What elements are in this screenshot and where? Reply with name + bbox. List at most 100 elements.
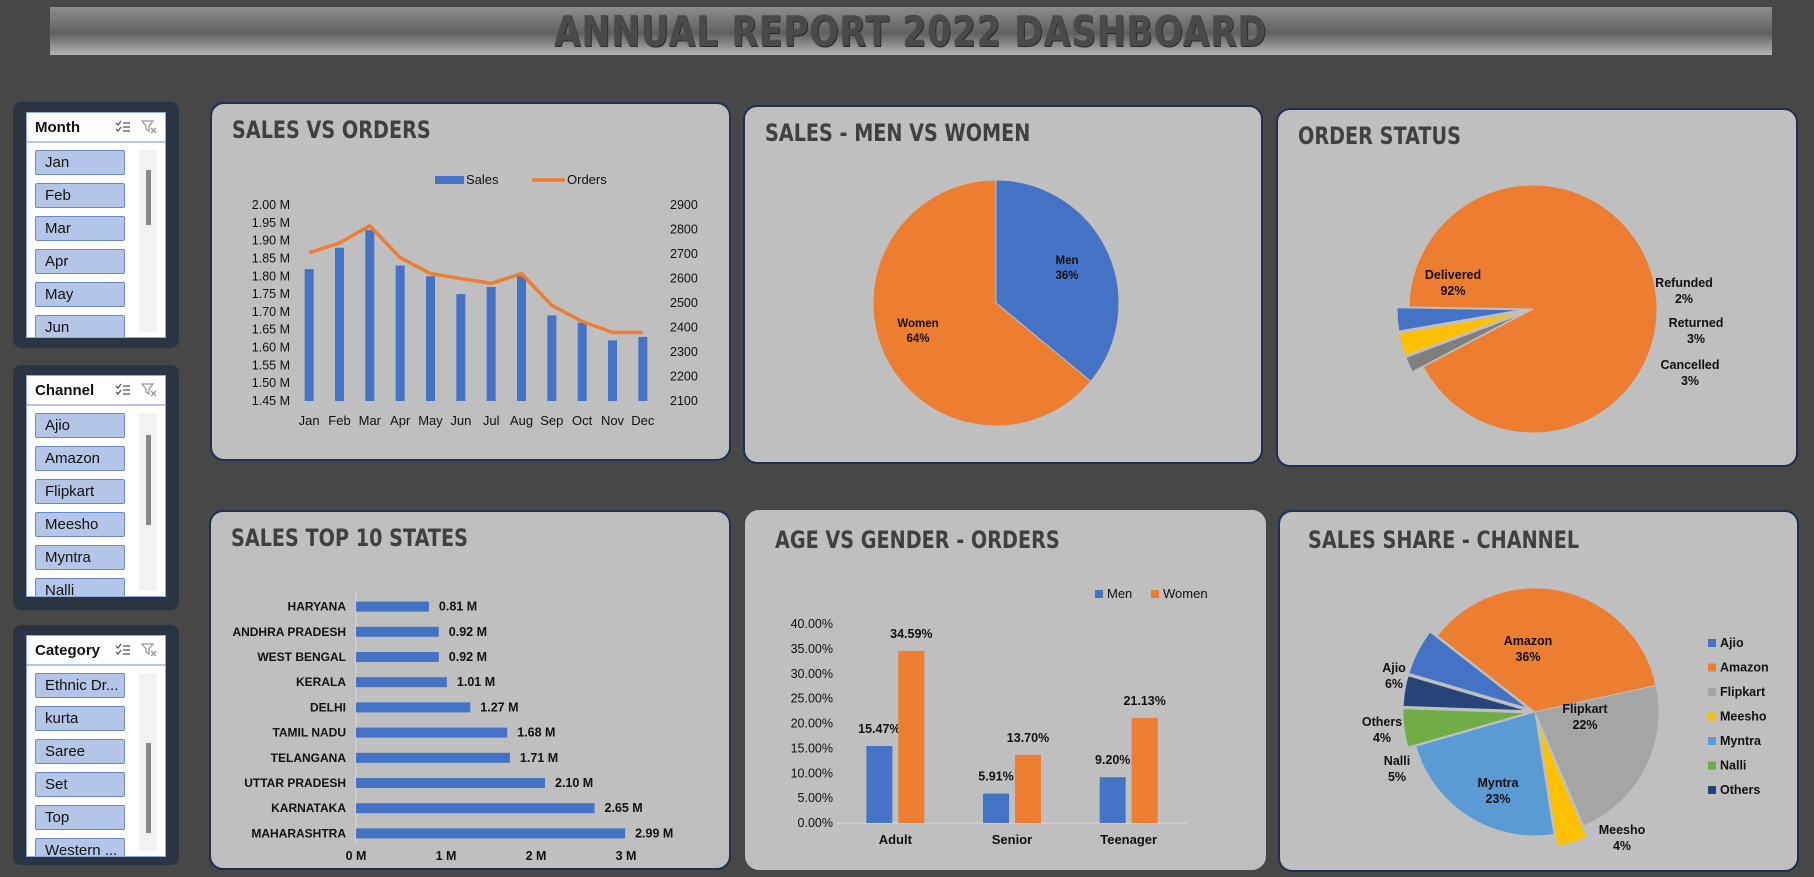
slicer-item-mar[interactable]: Mar (35, 216, 125, 241)
pie-slice-others (1402, 675, 1528, 712)
category-slicer: Category Ethnic Dr... kurta Saree Set To… (26, 635, 166, 857)
slicer-item-meesho[interactable]: Meesho (35, 512, 125, 537)
slice-pct-flipkart: 22% (1572, 718, 1597, 732)
y2-tick-label: 2600 (670, 272, 698, 286)
category-label-west-bengal: WEST BENGAL (257, 650, 346, 664)
sales-share-channel-title: SALES SHARE - CHANNEL (1308, 526, 1580, 554)
x-tick-label-oct: Oct (572, 413, 593, 428)
order-status-title: ORDER STATUS (1298, 122, 1461, 150)
slicer-item-jun[interactable]: Jun (35, 315, 125, 337)
slice-pct-cancelled: 3% (1681, 374, 1699, 388)
x-tick-label: 1 M (436, 849, 457, 863)
legend-label-nalli: Nalli (1720, 759, 1746, 773)
y2-tick-label: 2100 (670, 394, 698, 408)
month-slicer: Month Jan Feb Mar Apr May Jun (26, 112, 166, 338)
legend-swatch-flipkart (1708, 688, 1716, 696)
bar-haryana (356, 601, 429, 612)
legend-label-sales: Sales (466, 172, 499, 187)
legend-label-women: Women (1163, 586, 1208, 601)
slicer-item-feb[interactable]: Feb (35, 183, 125, 208)
bar-sales-feb (335, 247, 344, 401)
slicer-item-apr[interactable]: Apr (35, 249, 125, 274)
bar-telangana (356, 752, 510, 763)
data-label-tamil-nadu: 1.68 M (517, 726, 555, 740)
category-slicer-scroll-thumb[interactable] (146, 743, 151, 833)
y-tick-label: 25.00% (791, 692, 833, 706)
slicer-item-top[interactable]: Top (35, 805, 125, 830)
slice-label-others: Others (1362, 715, 1402, 729)
pie-slice-nalli (1402, 708, 1528, 748)
legend-label-ajio: Ajio (1720, 636, 1744, 650)
month-slicer-scrollbar[interactable] (139, 150, 157, 332)
multi-select-icon[interactable] (115, 120, 131, 134)
clear-filter-icon[interactable] (141, 383, 157, 397)
slicer-item-flipkart[interactable]: Flipkart (35, 479, 125, 504)
slicer-item-amazon[interactable]: Amazon (35, 446, 125, 471)
data-label-women-senior: 13.70% (1007, 731, 1049, 745)
legend-swatch-men (1095, 590, 1103, 598)
legend-swatch-amazon (1708, 663, 1716, 672)
month-slicer-scroll-thumb[interactable] (146, 170, 151, 225)
y2-tick-label: 2900 (670, 198, 698, 212)
dashboard-title-bar: ANNUAL REPORT 2022 DASHBOARD (50, 7, 1772, 56)
bar-tamil-nadu (356, 727, 508, 738)
y-tick-label: 1.80 M (252, 269, 290, 283)
y-tick-label: 1.95 M (252, 216, 290, 230)
category-label-telangana: TELANGANA (271, 751, 347, 765)
slicer-item-ajio[interactable]: Ajio (35, 413, 125, 438)
category-slicer-scrollbar[interactable] (139, 673, 157, 851)
y-tick-label: 15.00% (791, 741, 833, 755)
category-label-maharashtra: MAHARASHTRA (251, 826, 346, 840)
slice-label-meesho: Meesho (1599, 823, 1646, 837)
pie-slice-ajio (1408, 631, 1529, 709)
slicer-item-myntra[interactable]: Myntra (35, 545, 125, 570)
month-slicer-header: Month (27, 113, 165, 143)
bar-sales-jun (456, 294, 466, 401)
x-tick-label-dec: Dec (631, 413, 655, 428)
slice-pct-meesho: 4% (1613, 839, 1631, 853)
pie-slice-flipkart (1534, 684, 1660, 827)
y-tick-label: 10.00% (791, 766, 833, 780)
sales-men-women-chart: Men 36% Women 64% (872, 179, 1120, 427)
slicer-item-jan[interactable]: Jan (35, 150, 125, 175)
slice-label-amazon: Amazon (1504, 634, 1553, 648)
slicer-item-western[interactable]: Western ... (35, 838, 125, 856)
channel-slicer-scroll-thumb[interactable] (146, 435, 151, 525)
bar-sales-jul (486, 286, 496, 401)
y2-tick-label: 2200 (670, 370, 698, 384)
slice-pct-myntra: 23% (1485, 792, 1510, 806)
data-label-men-adult: 15.47% (858, 722, 900, 736)
slice-label-women: Women (897, 318, 938, 330)
y2-tick-label: 2300 (670, 345, 698, 359)
data-label-andhra-pradesh: 0.92 M (449, 625, 487, 639)
legend-label-amazon: Amazon (1720, 661, 1769, 675)
pie-slice-women (872, 179, 1092, 427)
legend-label-meesho: Meesho (1720, 710, 1767, 724)
slice-label-delivered: Delivered (1425, 268, 1481, 282)
bar-andhra-pradesh (356, 626, 439, 637)
legend-swatch-myntra (1708, 737, 1716, 745)
y-tick-label: 1.65 M (252, 323, 290, 337)
pie-slice-meesho (1537, 723, 1588, 847)
y-tick-label: 1.70 M (252, 305, 290, 319)
slicer-item-set[interactable]: Set (35, 772, 125, 797)
y-tick-label: 30.00% (791, 667, 833, 681)
multi-select-icon[interactable] (115, 643, 131, 657)
clear-filter-icon[interactable] (141, 120, 157, 134)
slicer-item-kurta[interactable]: kurta (35, 706, 125, 731)
slicer-item-ethnic-dress[interactable]: Ethnic Dr... (35, 673, 125, 698)
multi-select-icon[interactable] (115, 383, 131, 397)
slicer-item-may[interactable]: May (35, 282, 125, 307)
sales-men-women-title: SALES - MEN VS WOMEN (765, 119, 1031, 147)
sales-share-channel-panel: SALES SHARE - CHANNEL Amazon 36% Flipkart 2… (1278, 510, 1799, 872)
data-label-west-bengal: 0.92 M (449, 650, 487, 664)
x-tick-label: 2 M (526, 849, 547, 863)
slicer-item-nalli[interactable]: Nalli (35, 578, 125, 596)
clear-filter-icon[interactable] (141, 643, 157, 657)
channel-slicer-scrollbar[interactable] (139, 413, 157, 591)
slicer-item-saree[interactable]: Saree (35, 739, 125, 764)
legend-label-flipkart: Flipkart (1720, 685, 1766, 699)
sales-men-women-panel: SALES - MEN VS WOMEN Men 36% Women 64% (743, 105, 1263, 464)
bar-women-teenager (1131, 717, 1158, 823)
bar-sales-may (426, 276, 435, 401)
